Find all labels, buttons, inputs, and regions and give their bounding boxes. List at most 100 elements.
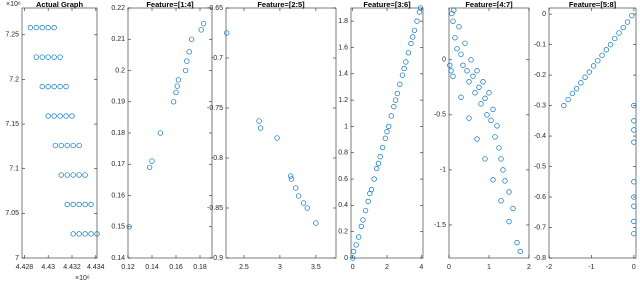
point (466, 115, 472, 121)
point (578, 80, 584, 86)
y-tick-label: 0.14 (111, 255, 125, 262)
point (33, 24, 39, 31)
point (175, 77, 182, 83)
point (416, 9, 423, 15)
y-tick-label: 7.15 (5, 121, 19, 128)
y-tick-label: 0.17 (111, 161, 125, 168)
point (57, 83, 63, 90)
point (488, 117, 494, 123)
point (573, 86, 580, 92)
x-tick-label: 4.432 (63, 264, 81, 271)
point (88, 231, 94, 237)
point (631, 127, 637, 133)
point (624, 19, 631, 25)
point (631, 218, 637, 225)
point (464, 68, 470, 74)
point (256, 118, 262, 124)
point (126, 224, 132, 230)
y-tick-label: -0.8 (211, 155, 223, 162)
chart-title: Feature=[5:8] (569, 0, 617, 9)
axes-box (21, 7, 98, 259)
point (476, 84, 482, 90)
y-tick-label: 7 (15, 255, 19, 262)
y-tick-label: -0.85 (207, 205, 223, 212)
point (451, 7, 457, 13)
point (456, 24, 462, 30)
point (188, 36, 195, 42)
axes-box (548, 7, 637, 259)
point (470, 73, 476, 79)
chart-title: Actual Graph (36, 0, 84, 9)
point (173, 89, 179, 96)
point (386, 123, 392, 130)
point (295, 193, 302, 199)
x-tick-label: 0.12 (121, 264, 135, 271)
y-tick-label: 7.25 (5, 32, 19, 39)
point (397, 81, 403, 87)
point (157, 130, 164, 136)
point (631, 102, 637, 109)
point (70, 142, 76, 149)
point (595, 58, 601, 64)
x-multiplier: ×10⁶ (75, 275, 90, 282)
y-tick-label: -0.9 (211, 255, 223, 262)
point (362, 207, 369, 214)
point (63, 83, 69, 90)
y-tick-label: -0.5 (434, 112, 446, 119)
point (64, 142, 70, 149)
point (200, 20, 207, 27)
x-tick-label: -1 (588, 264, 594, 271)
point (353, 242, 359, 248)
point (392, 97, 399, 103)
point (360, 217, 366, 223)
y-tick-label: -1.5 (434, 222, 446, 229)
point (51, 83, 57, 90)
point (51, 54, 57, 60)
point (462, 40, 468, 46)
point (388, 113, 394, 119)
x-tick-label: 0 (632, 264, 636, 271)
point (76, 172, 82, 178)
point (631, 118, 637, 124)
x-tick-label: 4.434 (87, 264, 105, 271)
x-tick-label: 4 (419, 264, 423, 271)
point (582, 74, 588, 80)
point (565, 96, 571, 103)
y-tick-label: 0.4 (338, 202, 348, 209)
point (482, 156, 488, 162)
point (394, 90, 400, 97)
point (514, 239, 520, 246)
axes-box (448, 7, 530, 259)
y-tick-label: -0.3 (534, 102, 546, 109)
point (590, 63, 597, 69)
point (510, 205, 516, 212)
x-tick-label: 0.14 (145, 264, 159, 271)
point (478, 101, 484, 107)
point (458, 94, 464, 100)
y-tick-label: 0.16 (111, 192, 125, 199)
point (198, 27, 204, 33)
x-tick-label: -2 (546, 264, 552, 271)
point (58, 142, 64, 149)
point (631, 194, 637, 200)
point (174, 83, 180, 89)
point (350, 248, 357, 255)
point (39, 54, 45, 60)
axes-box (225, 7, 337, 259)
y-tick-label: 1.4 (338, 71, 348, 78)
point (39, 83, 45, 90)
point (358, 223, 364, 230)
point (517, 248, 523, 255)
y-tick-label: 0.6 (338, 176, 348, 183)
point (45, 83, 51, 90)
point (484, 112, 490, 118)
point (304, 205, 310, 211)
point (382, 135, 388, 141)
y-tick-label: 1.2 (338, 97, 348, 104)
point (620, 24, 626, 31)
point (498, 198, 504, 204)
point (380, 144, 386, 151)
point (94, 231, 100, 237)
point (472, 90, 478, 96)
